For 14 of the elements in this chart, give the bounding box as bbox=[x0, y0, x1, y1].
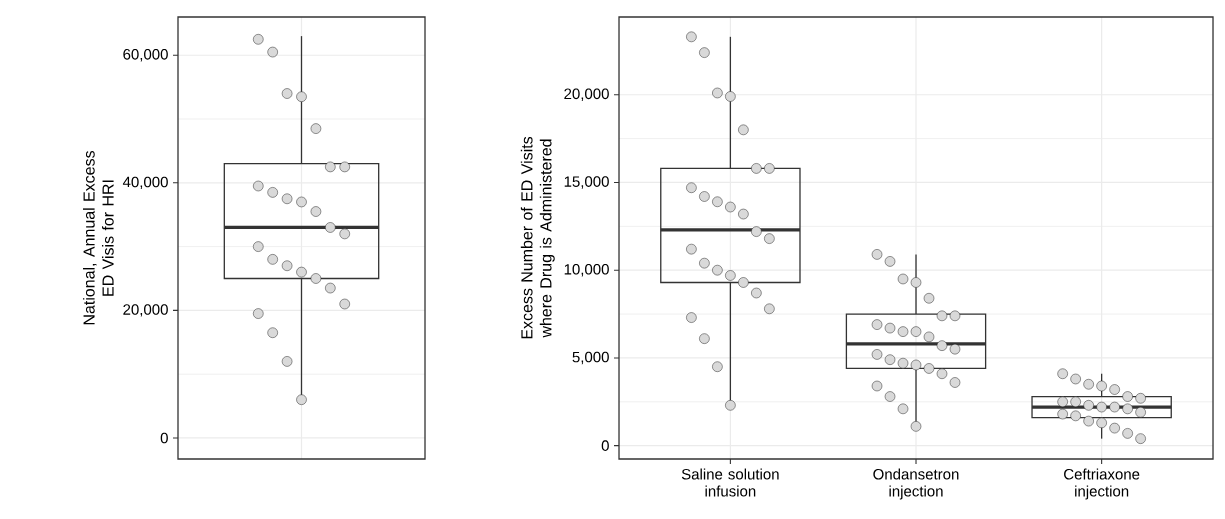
y-tick-label: 5,000 bbox=[572, 351, 609, 365]
x-tick-label: Ceftriaxone injection bbox=[1064, 468, 1140, 500]
y-tick-label: 0 bbox=[601, 440, 609, 451]
y-axis-title: Excess Number of ED Visits where Drug is Administered bbox=[520, 136, 555, 339]
y-tick-label: 15,000 bbox=[564, 176, 609, 189]
y-tick-label: 10,000 bbox=[564, 264, 609, 277]
y-tick-label: 60,000 bbox=[123, 49, 168, 62]
x-tick-label: Saline solution infusion bbox=[681, 468, 779, 497]
y-axis-title: National, Annual Excess ED Visis for HRI bbox=[82, 151, 114, 325]
y-tick-label: 40,000 bbox=[122, 176, 168, 190]
y-tick-label: 20,000 bbox=[564, 88, 609, 101]
x-tick-label: Ondansetron injection bbox=[873, 468, 959, 500]
y-tick-label: 0 bbox=[160, 432, 168, 444]
y-tick-label: 20,000 bbox=[123, 304, 168, 317]
